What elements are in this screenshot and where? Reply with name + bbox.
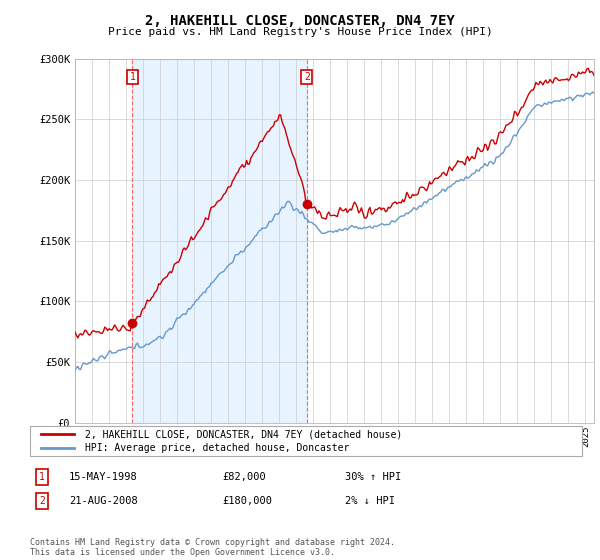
- Text: 2% ↓ HPI: 2% ↓ HPI: [345, 496, 395, 506]
- Text: Contains HM Land Registry data © Crown copyright and database right 2024.
This d: Contains HM Land Registry data © Crown c…: [30, 538, 395, 557]
- Text: 2, HAKEHILL CLOSE, DONCASTER, DN4 7EY (detached house): 2, HAKEHILL CLOSE, DONCASTER, DN4 7EY (d…: [85, 429, 403, 439]
- Text: 15-MAY-1998: 15-MAY-1998: [69, 472, 138, 482]
- Text: 2, HAKEHILL CLOSE, DONCASTER, DN4 7EY: 2, HAKEHILL CLOSE, DONCASTER, DN4 7EY: [145, 14, 455, 28]
- FancyBboxPatch shape: [30, 426, 582, 456]
- Text: £82,000: £82,000: [222, 472, 266, 482]
- Text: 1: 1: [130, 72, 135, 82]
- Text: 2: 2: [304, 72, 310, 82]
- Text: 1: 1: [39, 472, 45, 482]
- Text: 2: 2: [39, 496, 45, 506]
- Text: HPI: Average price, detached house, Doncaster: HPI: Average price, detached house, Donc…: [85, 443, 350, 453]
- Text: 30% ↑ HPI: 30% ↑ HPI: [345, 472, 401, 482]
- Bar: [133, 59, 307, 423]
- Text: 21-AUG-2008: 21-AUG-2008: [69, 496, 138, 506]
- Text: £180,000: £180,000: [222, 496, 272, 506]
- Text: Price paid vs. HM Land Registry's House Price Index (HPI): Price paid vs. HM Land Registry's House …: [107, 27, 493, 37]
